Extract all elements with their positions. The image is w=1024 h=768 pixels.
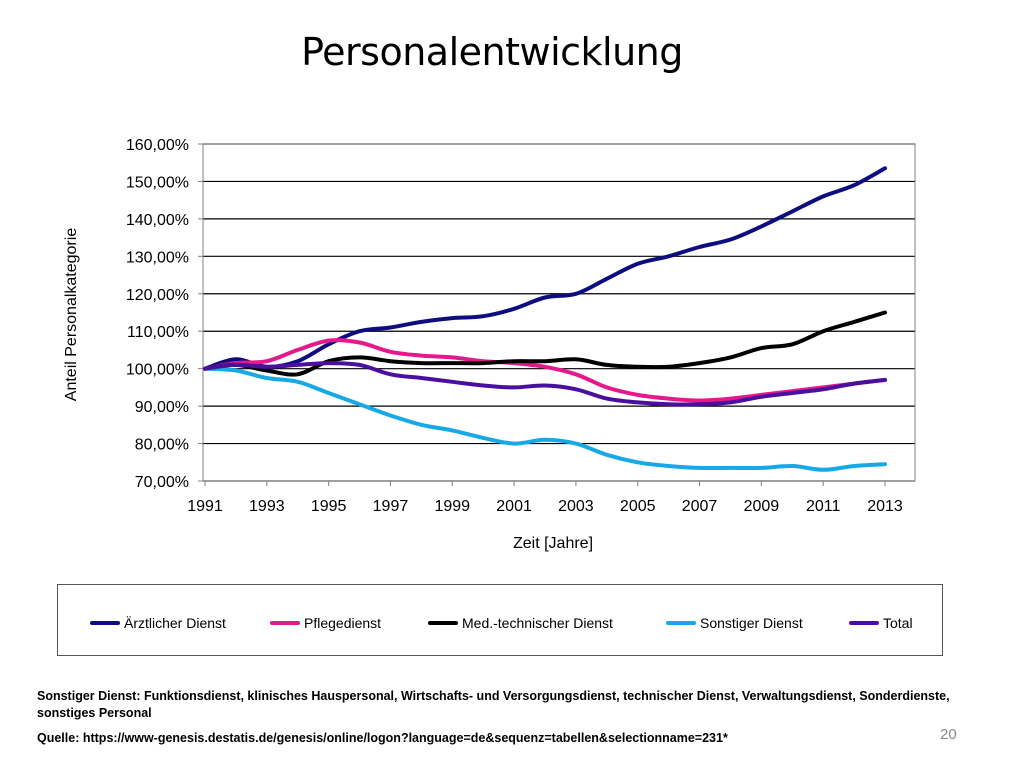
legend-label: Ärztlicher Dienst (124, 615, 226, 631)
y-tick-label: 160,00% (126, 137, 189, 154)
page-number: 20 (940, 726, 957, 743)
footnote: Sonstiger Dienst: Funktionsdienst, klini… (37, 689, 950, 720)
plot-area (202, 143, 916, 482)
legend-swatch (90, 621, 120, 625)
y-tick-label: 110,00% (127, 324, 189, 341)
legend-item: Sonstiger Dienst (666, 615, 803, 631)
series-lines (203, 166, 887, 472)
x-axis-label: Zeit [Jahre] (513, 535, 593, 552)
legend-label: Sonstiger Dienst (700, 615, 803, 631)
x-tick-label: 1997 (373, 498, 409, 515)
legend-swatch (270, 621, 300, 625)
legend-item: Ärztlicher Dienst (90, 615, 226, 631)
slide-title: Personalentwicklung (301, 30, 683, 74)
grid-lines (203, 143, 915, 482)
legend-swatch (849, 621, 879, 625)
y-tick-label: 140,00% (126, 212, 189, 229)
x-axis-ticks: 1991 1993 1995 1997 1999 2001 2003 2005 2007 2009… (187, 481, 903, 515)
legend-label: Total (883, 615, 913, 631)
y-tick-label: 70,00% (135, 474, 189, 491)
legend-item: Pflegedienst (270, 615, 381, 631)
x-tick-label: 1999 (434, 498, 470, 515)
legend-label: Med.-technischer Dienst (462, 615, 613, 631)
y-tick-label: 80,00% (135, 437, 189, 454)
x-tick-label: 1991 (187, 498, 223, 515)
legend-swatch (428, 621, 458, 625)
x-tick-label: 2005 (620, 498, 656, 515)
x-tick-label: 2001 (496, 498, 532, 515)
x-tick-label: 2003 (558, 498, 594, 515)
legend-item: Total (849, 615, 913, 631)
series-line (203, 361, 887, 407)
y-tick-label: 130,00% (126, 249, 189, 266)
source-citation: Quelle: https://www-genesis.destatis.de/… (37, 731, 728, 745)
y-tick-label: 100,00% (126, 362, 189, 379)
series-line (203, 366, 887, 472)
x-tick-label: 1995 (311, 498, 347, 515)
legend-item: Med.-technischer Dienst (428, 615, 613, 631)
y-tick-label: 150,00% (126, 174, 189, 191)
y-axis-ticks: 70,00% 80,00% 90,00% 100,00% 110,00% 120,00% 1… (126, 137, 203, 491)
x-tick-label: 2013 (867, 498, 903, 515)
x-tick-label: 1993 (249, 498, 285, 515)
line-chart: 70,00% 80,00% 90,00% 100,00% 110,00% 120,00% 1… (63, 137, 916, 552)
series-line (203, 166, 887, 371)
y-tick-label: 90,00% (135, 399, 189, 416)
x-tick-label: 2009 (744, 498, 780, 515)
x-tick-label: 2007 (682, 498, 718, 515)
y-axis-label: Anteil Personalkategorie (63, 228, 80, 402)
legend-label: Pflegedienst (304, 615, 382, 631)
chart-legend: Ärztlicher Dienst Pflegedienst Med.-tech… (57, 584, 943, 656)
x-tick-label: 2011 (806, 498, 841, 515)
legend-swatch (666, 621, 696, 625)
y-tick-label: 120,00% (126, 287, 189, 304)
